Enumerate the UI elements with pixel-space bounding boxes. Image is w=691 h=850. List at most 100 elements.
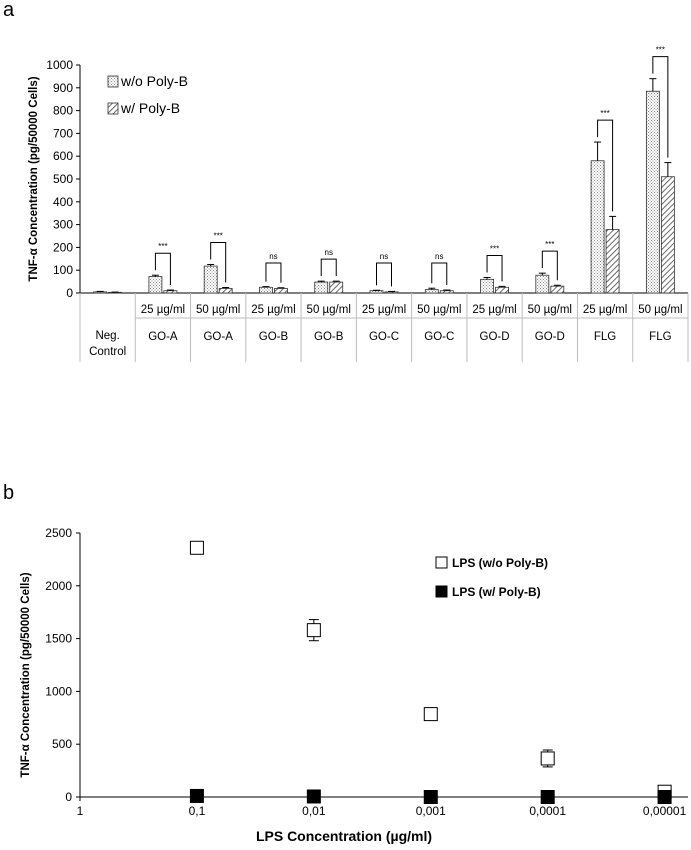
significance-bracket [376, 262, 392, 287]
y-axis-title: TNF-α Concentration (pg/50000 Cells) [20, 572, 32, 777]
category-material-label: GO-B [314, 331, 344, 343]
significance-bracket [265, 262, 282, 283]
category-material-label: GO-B [259, 331, 289, 343]
bar-without-polyb [259, 286, 273, 294]
legend-label-without-polyb: LPS (w/o Poly-B) [452, 556, 548, 570]
panel-label-a: a [3, 0, 15, 21]
y-tick-label: 300 [53, 218, 73, 232]
bar-without-polyb [424, 289, 439, 294]
y-tick-label: 2000 [45, 579, 72, 593]
bar-with-polyb [495, 286, 509, 294]
significance-label: *** [490, 244, 499, 253]
category-material-label: FLG [649, 331, 671, 343]
significance-label: *** [214, 232, 223, 241]
y-axis-title: TNF-α Concentration (pg/50000 Cells) [28, 76, 40, 281]
y-tick-label: 100 [53, 263, 73, 277]
significance-bracket [541, 250, 558, 281]
panel-a-chart: 0 100 200 300 400 500 600 700 800 900 1000 TNF-α Co… [28, 46, 689, 362]
category-dose-label: 25 µg/ml [362, 304, 406, 316]
significance-label: *** [545, 240, 554, 249]
bar-with-polyb [218, 288, 233, 294]
bar-without-polyb [203, 265, 218, 294]
x-tick-label: 0,1 [189, 804, 206, 818]
point-without-polyb [306, 623, 321, 638]
legend-label-without-polyb: w/o Poly-B [120, 73, 188, 89]
legend-label-with-polyb: LPS (w/ Poly-B) [452, 585, 541, 599]
point-without-polyb [189, 540, 204, 555]
bar-without-polyb [590, 160, 605, 294]
x-tick-label: 0,01 [302, 804, 326, 818]
significance-label: ns [435, 252, 443, 261]
category-material-label: GO-A [203, 331, 233, 343]
bar-with-polyb [550, 285, 565, 294]
point-with-polyb [189, 788, 204, 803]
category-dose-label: 50 µg/ml [307, 304, 351, 316]
y-tick-label: 700 [53, 126, 73, 140]
category-material-label: GO-C [424, 331, 454, 343]
category-dose-label: 50 µg/ml [196, 304, 240, 316]
x-tick-label: 0,001 [416, 804, 446, 818]
bar-without-polyb [314, 281, 329, 294]
y-tick-label: 1500 [45, 632, 72, 646]
category-dose-label: 50 µg/ml [417, 304, 461, 316]
category-material-label: Neg. [95, 330, 119, 342]
y-tick-label: 2500 [45, 526, 72, 540]
y-tick-label: 1000 [45, 684, 72, 698]
y-tick-label: 800 [53, 104, 73, 118]
x-tick-label: 0,00001 [643, 804, 687, 818]
point-without-polyb [423, 707, 438, 722]
significance-bracket [320, 258, 337, 277]
bar-with-polyb [605, 229, 620, 294]
category-material-label: FLG [594, 331, 616, 343]
significance-label: *** [158, 242, 167, 251]
legend-label-with-polyb: w/ Poly-B [120, 100, 180, 116]
bar-without-polyb [645, 90, 660, 294]
significance-bracket [597, 119, 614, 212]
significance-bracket [486, 254, 503, 282]
significance-label: ns [269, 252, 277, 261]
category-dose-label: 25 µg/ml [472, 304, 516, 316]
legend-swatch-with-polyb [107, 102, 119, 115]
legend-swatch-without-polyb [435, 556, 448, 569]
significance-bracket [154, 252, 171, 286]
panel-label-b: b [3, 482, 14, 504]
bar-with-polyb [329, 281, 344, 294]
y-tick-label: 0 [65, 790, 72, 804]
bar-without-polyb [369, 290, 384, 294]
significance-bracket [210, 242, 227, 283]
y-tick-label: 400 [53, 195, 73, 209]
bar-without-polyb [93, 291, 108, 294]
legend-swatch-without-polyb [107, 75, 119, 88]
category-dose-label: 50 µg/ml [638, 304, 682, 316]
point-with-polyb [540, 790, 555, 804]
category-material-label: Control [89, 346, 126, 358]
category-material-label: GO-A [148, 331, 178, 343]
y-tick-label: 1000 [46, 58, 73, 72]
y-tick-label: 500 [53, 172, 73, 186]
category-dose-label: 25 µg/ml [251, 304, 295, 316]
category-dose-label: 25 µg/ml [141, 304, 185, 316]
y-tick-label: 200 [53, 240, 73, 254]
point-with-polyb [423, 790, 438, 804]
significance-bracket [652, 56, 669, 158]
bar-with-polyb [439, 290, 454, 294]
significance-label: *** [600, 109, 609, 118]
bar-with-polyb [660, 176, 675, 294]
bar-without-polyb [480, 278, 494, 294]
bar-without-polyb [535, 274, 550, 294]
bar-without-polyb [148, 276, 163, 294]
bar-with-polyb [384, 291, 399, 294]
point-without-polyb [540, 751, 555, 766]
y-tick-label: 600 [53, 149, 73, 163]
significance-label: ns [380, 252, 388, 261]
y-tick-label: 500 [52, 737, 72, 751]
category-dose-label: 50 µg/ml [528, 304, 572, 316]
category-material-label: GO-C [369, 331, 399, 343]
point-with-polyb [657, 790, 672, 804]
significance-label: *** [656, 46, 665, 55]
y-tick-label: 0 [66, 286, 73, 300]
significance-bracket [431, 262, 448, 286]
x-tick-label: 1 [77, 804, 84, 818]
bar-with-polyb [274, 288, 288, 294]
